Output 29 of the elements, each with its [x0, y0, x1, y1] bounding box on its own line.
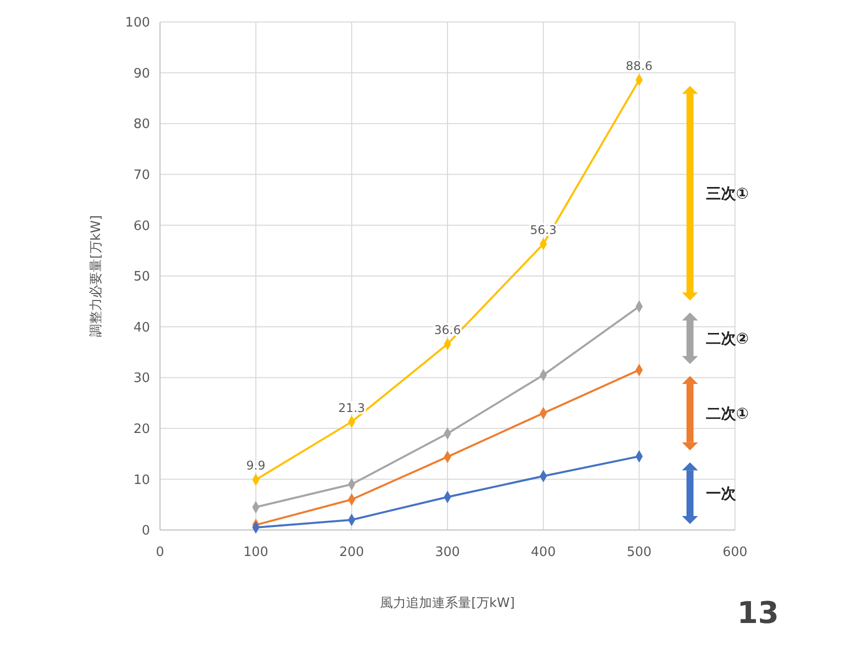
x-tick-label: 100 — [243, 545, 268, 560]
y-tick-label: 70 — [133, 168, 150, 183]
y-tick-label: 90 — [133, 66, 150, 82]
y-tick-label: 80 — [133, 117, 150, 132]
x-tick-label: 0 — [156, 545, 164, 560]
text: 13 — [737, 596, 779, 631]
x-tick-label: 400 — [530, 545, 556, 560]
x-tick-label: 500 — [626, 545, 652, 560]
y-tick-label: 30 — [133, 371, 150, 386]
data-label: 88.6 — [626, 58, 653, 73]
x-axis-title: 風力追加連系量[万kW] — [380, 596, 515, 611]
text: 一次 — [706, 484, 737, 502]
data-label: 9.9 — [246, 458, 266, 473]
x-tick-label: 200 — [339, 545, 364, 560]
y-tick-label: 100 — [125, 16, 150, 31]
text: 三次① — [706, 184, 749, 202]
y-tick-label: 60 — [133, 218, 150, 234]
text: 二次① — [706, 404, 749, 422]
y-axis-title: 調整力必要量[万kW] — [89, 215, 104, 337]
x-tick-label: 300 — [435, 545, 460, 560]
data-label: 36.6 — [434, 323, 461, 338]
x-tick-label: 600 — [722, 545, 748, 560]
y-tick-label: 10 — [133, 472, 150, 488]
y-tick-label: 0 — [142, 524, 150, 539]
y-tick-label: 50 — [133, 270, 150, 285]
legend-label: 二次② — [706, 329, 749, 348]
y-tick-label: 20 — [133, 422, 150, 437]
y-tick-label: 40 — [133, 320, 150, 336]
data-label: 21.3 — [338, 400, 366, 415]
